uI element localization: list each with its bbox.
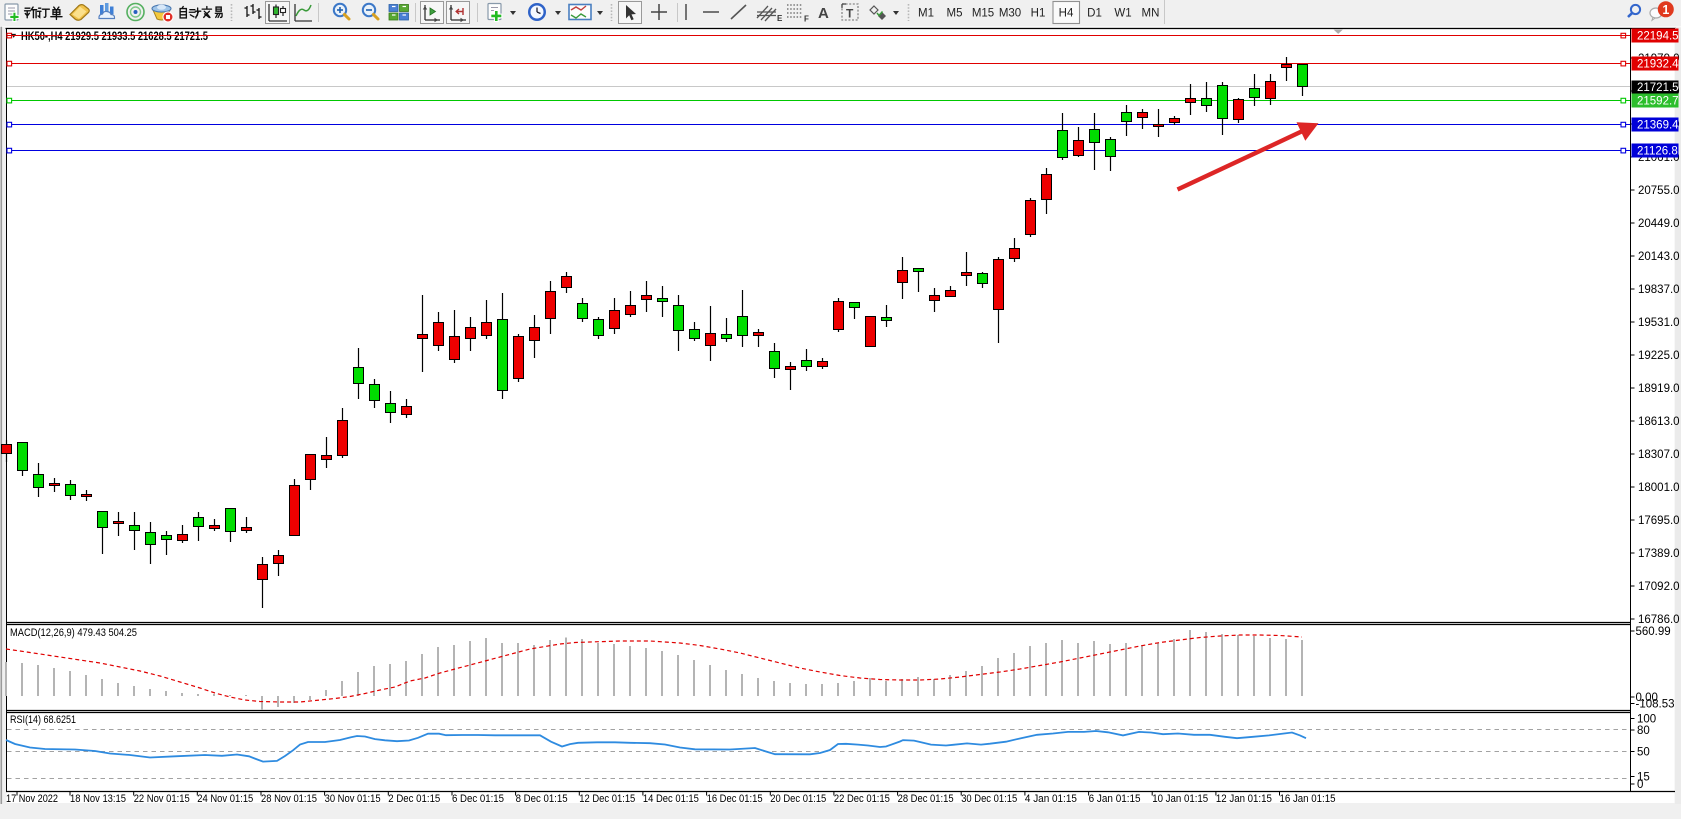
svg-text:M30: M30 (999, 8, 1021, 20)
svg-text:100: 100 (1637, 714, 1656, 726)
svg-text:28 Nov 01:15: 28 Nov 01:15 (261, 793, 317, 805)
svg-text:W1: W1 (1114, 8, 1131, 20)
svg-text:19837.0: 19837.0 (1638, 284, 1680, 296)
svg-text:21369.4: 21369.4 (1637, 120, 1679, 132)
svg-text:22194.5: 22194.5 (1637, 31, 1679, 43)
svg-text:20143.0: 20143.0 (1638, 251, 1680, 263)
svg-text:D1: D1 (1087, 8, 1102, 20)
svg-text:RSI(14) 68.6251: RSI(14) 68.6251 (10, 714, 76, 726)
svg-text:E: E (777, 14, 783, 23)
svg-text:15: 15 (1637, 772, 1650, 784)
svg-text:18613.0: 18613.0 (1638, 416, 1680, 428)
svg-text:0: 0 (1637, 779, 1643, 791)
svg-text:28 Dec 01:15: 28 Dec 01:15 (898, 793, 954, 805)
svg-text:21126.8: 21126.8 (1637, 146, 1678, 158)
svg-text:M1: M1 (918, 8, 934, 20)
svg-text:18001.0: 18001.0 (1638, 482, 1680, 494)
svg-text:H4: H4 (1059, 8, 1074, 20)
svg-text:30 Nov 01:15: 30 Nov 01:15 (325, 793, 381, 805)
svg-text:M15: M15 (972, 8, 994, 20)
svg-text:30 Dec 01:15: 30 Dec 01:15 (961, 793, 1017, 805)
svg-text:12 Jan 01:15: 12 Jan 01:15 (1216, 793, 1272, 805)
svg-text:M5: M5 (947, 8, 963, 20)
svg-text:2 Dec 01:15: 2 Dec 01:15 (388, 793, 440, 805)
svg-text:4 Jan 01:15: 4 Jan 01:15 (1025, 793, 1077, 805)
svg-text:6 Dec 01:15: 6 Dec 01:15 (452, 793, 504, 805)
svg-text:17389.0: 17389.0 (1638, 548, 1680, 560)
svg-text:17 Nov 2022: 17 Nov 2022 (6, 793, 58, 805)
svg-text:10 Jan 01:15: 10 Jan 01:15 (1152, 793, 1208, 805)
svg-text:6 Jan 01:15: 6 Jan 01:15 (1089, 793, 1141, 805)
svg-text:24 Nov 01:15: 24 Nov 01:15 (197, 793, 253, 805)
svg-text:17695.0: 17695.0 (1638, 515, 1680, 527)
svg-text:MACD(12,26,9) 479.43 504.25: MACD(12,26,9) 479.43 504.25 (10, 627, 137, 639)
svg-text:21592.7: 21592.7 (1637, 96, 1679, 108)
svg-text:17092.0: 17092.0 (1638, 581, 1680, 593)
svg-text:12 Dec 01:15: 12 Dec 01:15 (579, 793, 635, 805)
svg-text:8 Dec 01:15: 8 Dec 01:15 (516, 793, 568, 805)
svg-text:14 Dec 01:15: 14 Dec 01:15 (643, 793, 699, 805)
svg-text:T: T (846, 7, 854, 21)
svg-text:19531.0: 19531.0 (1638, 317, 1680, 329)
svg-text:0.00: 0.00 (1636, 692, 1658, 704)
svg-text:21721.5: 21721.5 (1637, 82, 1679, 94)
svg-text:19225.0: 19225.0 (1638, 350, 1680, 362)
svg-text:20449.0: 20449.0 (1638, 218, 1680, 230)
svg-text:-108.53: -108.53 (1636, 699, 1675, 711)
svg-text:16 Dec 01:15: 16 Dec 01:15 (707, 793, 763, 805)
svg-text:MN: MN (1142, 8, 1160, 20)
svg-text:16 Jan 01:15: 16 Jan 01:15 (1280, 793, 1336, 805)
svg-text:80: 80 (1637, 725, 1650, 737)
svg-text:22 Dec 01:15: 22 Dec 01:15 (834, 793, 890, 805)
svg-text:18307.0: 18307.0 (1638, 449, 1680, 461)
svg-text:16786.0: 16786.0 (1638, 614, 1680, 626)
svg-text:1: 1 (1662, 3, 1669, 17)
svg-text:21932.4: 21932.4 (1637, 59, 1679, 71)
svg-text:H1: H1 (1031, 8, 1046, 20)
svg-text:50: 50 (1637, 747, 1650, 759)
svg-text:20 Dec 01:15: 20 Dec 01:15 (770, 793, 826, 805)
svg-text:18 Nov 13:15: 18 Nov 13:15 (70, 793, 126, 805)
svg-text:A: A (818, 5, 829, 22)
svg-text:18919.0: 18919.0 (1638, 383, 1680, 395)
svg-text:20755.0: 20755.0 (1638, 185, 1680, 197)
svg-text:560.99: 560.99 (1636, 626, 1671, 638)
svg-text:22 Nov 01:15: 22 Nov 01:15 (134, 793, 190, 805)
svg-text:F: F (804, 15, 809, 24)
